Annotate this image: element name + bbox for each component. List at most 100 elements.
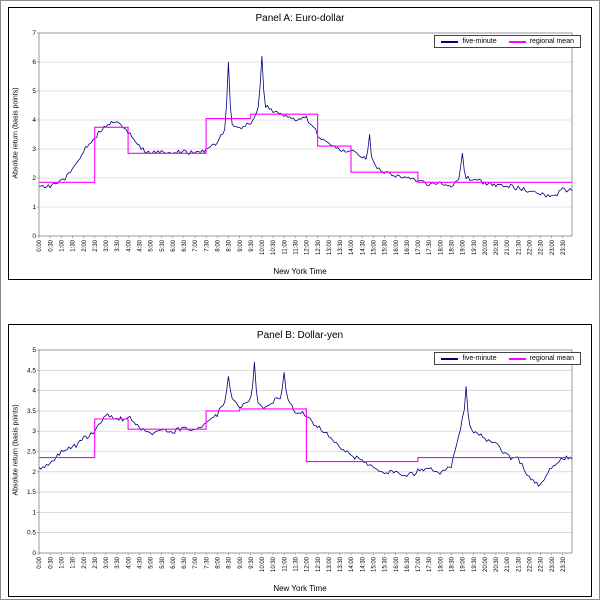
svg-text:9:00: 9:00 xyxy=(238,556,244,568)
svg-text:17:30: 17:30 xyxy=(427,556,433,572)
svg-text:22:30: 22:30 xyxy=(539,239,545,255)
svg-text:18:00: 18:00 xyxy=(438,556,444,572)
panel-a-y-axis-label: Absolute return (basis points) xyxy=(12,87,20,179)
svg-text:4: 4 xyxy=(32,388,36,395)
svg-text:3:30: 3:30 xyxy=(115,239,121,251)
panel-b-legend: five-minute regional mean xyxy=(434,352,581,365)
panel-a-chart-frame: Panel A: Euro-dollar Absolute return (ba… xyxy=(8,7,592,280)
panel-b-chart-frame: Panel B: Dollar-yen Absolute return (bas… xyxy=(8,324,592,597)
five-minute-line-swatch-icon xyxy=(441,357,459,360)
five-minute-line-swatch-icon xyxy=(441,40,459,43)
svg-text:7:30: 7:30 xyxy=(204,556,210,568)
svg-text:0: 0 xyxy=(32,550,36,557)
svg-text:0.5: 0.5 xyxy=(27,530,36,537)
svg-text:10:00: 10:00 xyxy=(260,239,266,255)
svg-text:6:00: 6:00 xyxy=(171,239,177,251)
svg-text:22:30: 22:30 xyxy=(539,556,545,572)
svg-text:14:00: 14:00 xyxy=(349,239,355,255)
svg-text:17:00: 17:00 xyxy=(416,556,422,572)
svg-text:1:30: 1:30 xyxy=(71,556,77,568)
svg-text:11:00: 11:00 xyxy=(282,239,288,254)
panel-b-title: Panel B: Dollar-yen xyxy=(256,330,344,341)
svg-text:3.5: 3.5 xyxy=(27,408,36,415)
svg-text:16:30: 16:30 xyxy=(405,239,411,255)
svg-text:7:00: 7:00 xyxy=(193,239,199,251)
svg-text:19:00: 19:00 xyxy=(461,556,467,572)
svg-text:20:00: 20:00 xyxy=(483,239,489,255)
svg-text:3: 3 xyxy=(32,428,36,435)
svg-text:6:30: 6:30 xyxy=(182,239,188,251)
svg-text:10:00: 10:00 xyxy=(260,556,266,572)
svg-text:0:30: 0:30 xyxy=(48,556,54,568)
svg-text:17:30: 17:30 xyxy=(427,239,433,255)
svg-text:21:00: 21:00 xyxy=(505,556,511,572)
panel-b-y-axis-label: Absolute return (basis points) xyxy=(12,404,20,496)
svg-text:5: 5 xyxy=(32,347,36,354)
svg-text:5:00: 5:00 xyxy=(149,556,155,568)
svg-text:15:30: 15:30 xyxy=(383,239,389,255)
svg-text:7:30: 7:30 xyxy=(204,239,210,251)
svg-text:20:00: 20:00 xyxy=(483,556,489,572)
svg-text:16:00: 16:00 xyxy=(394,556,400,572)
svg-text:10:30: 10:30 xyxy=(271,556,277,572)
svg-text:13:30: 13:30 xyxy=(338,239,344,255)
panel-a-legend: five-minute regional mean xyxy=(434,35,581,48)
svg-text:15:00: 15:00 xyxy=(371,556,377,572)
regional-mean-line-swatch-icon xyxy=(508,40,526,43)
panel-b-plot-area: 0 0.5 1 1.5 2 2.5 3 3.5 4 4.5 5 0:00 0:30 1:00 1:30 2:0… xyxy=(27,347,573,572)
panel-a-plot-area: 0 1 2 3 4 5 6 7 0:00 0:30 1:00 1:30 2:00 2:30 3:00 3:30… xyxy=(32,30,573,255)
svg-text:11:00: 11:00 xyxy=(282,556,288,571)
svg-text:1: 1 xyxy=(32,204,36,211)
svg-text:8:30: 8:30 xyxy=(227,239,233,251)
svg-text:23:00: 23:00 xyxy=(550,556,556,572)
svg-text:8:00: 8:00 xyxy=(215,239,221,251)
legend-label-regional-mean: regional mean xyxy=(529,355,574,362)
svg-text:0: 0 xyxy=(32,233,36,240)
panel-a-x-axis-label: New York Time xyxy=(273,267,327,276)
svg-text:16:00: 16:00 xyxy=(394,239,400,255)
panel-b-y-axis-label-area: Absolute return (basis points) xyxy=(9,345,23,583)
svg-text:13:30: 13:30 xyxy=(338,556,344,572)
svg-text:14:30: 14:30 xyxy=(360,239,366,255)
svg-text:19:30: 19:30 xyxy=(472,556,478,572)
regional-mean-line-swatch-icon xyxy=(508,357,526,360)
svg-text:4:30: 4:30 xyxy=(137,239,143,251)
svg-text:1:00: 1:00 xyxy=(59,239,65,251)
svg-text:10:30: 10:30 xyxy=(271,239,277,255)
panel-a-title: Panel A: Euro-dollar xyxy=(255,13,345,24)
svg-text:21:30: 21:30 xyxy=(516,239,522,255)
svg-text:23:30: 23:30 xyxy=(561,556,567,572)
panel-a-y-axis-label-area: Absolute return (basis points) xyxy=(9,28,23,266)
svg-text:5:00: 5:00 xyxy=(149,239,155,251)
svg-text:5: 5 xyxy=(32,88,36,95)
svg-text:2:30: 2:30 xyxy=(93,239,99,251)
panel-b: Panel B: Dollar-yen Absolute return (bas… xyxy=(8,324,592,597)
svg-text:4: 4 xyxy=(32,117,36,124)
svg-text:2: 2 xyxy=(32,469,36,476)
svg-text:13:00: 13:00 xyxy=(327,556,333,572)
legend-item-regional-mean: regional mean xyxy=(508,38,574,45)
panel-b-chart-body: Absolute return (basis points) 0 0.5 1 1.5 2… xyxy=(9,345,591,583)
svg-text:22:00: 22:00 xyxy=(527,556,533,572)
svg-text:9:30: 9:30 xyxy=(249,239,255,251)
svg-text:23:00: 23:00 xyxy=(550,239,556,255)
svg-text:2:30: 2:30 xyxy=(93,556,99,568)
svg-text:21:00: 21:00 xyxy=(505,239,511,255)
legend-item-five-minute: five-minute xyxy=(441,38,497,45)
legend-label-five-minute: five-minute xyxy=(462,355,497,362)
panel-b-x-axis-label: New York Time xyxy=(273,584,327,593)
svg-text:2.5: 2.5 xyxy=(27,449,36,456)
svg-text:22:00: 22:00 xyxy=(527,239,533,255)
svg-text:1.5: 1.5 xyxy=(27,489,36,496)
svg-text:12:30: 12:30 xyxy=(316,239,322,255)
svg-text:12:00: 12:00 xyxy=(305,556,311,572)
svg-text:12:30: 12:30 xyxy=(316,556,322,572)
svg-text:5:30: 5:30 xyxy=(160,556,166,568)
svg-text:7: 7 xyxy=(32,30,36,37)
svg-text:13:00: 13:00 xyxy=(327,239,333,255)
svg-text:21:30: 21:30 xyxy=(516,556,522,572)
legend-item-five-minute: five-minute xyxy=(441,355,497,362)
svg-text:6: 6 xyxy=(32,59,36,66)
